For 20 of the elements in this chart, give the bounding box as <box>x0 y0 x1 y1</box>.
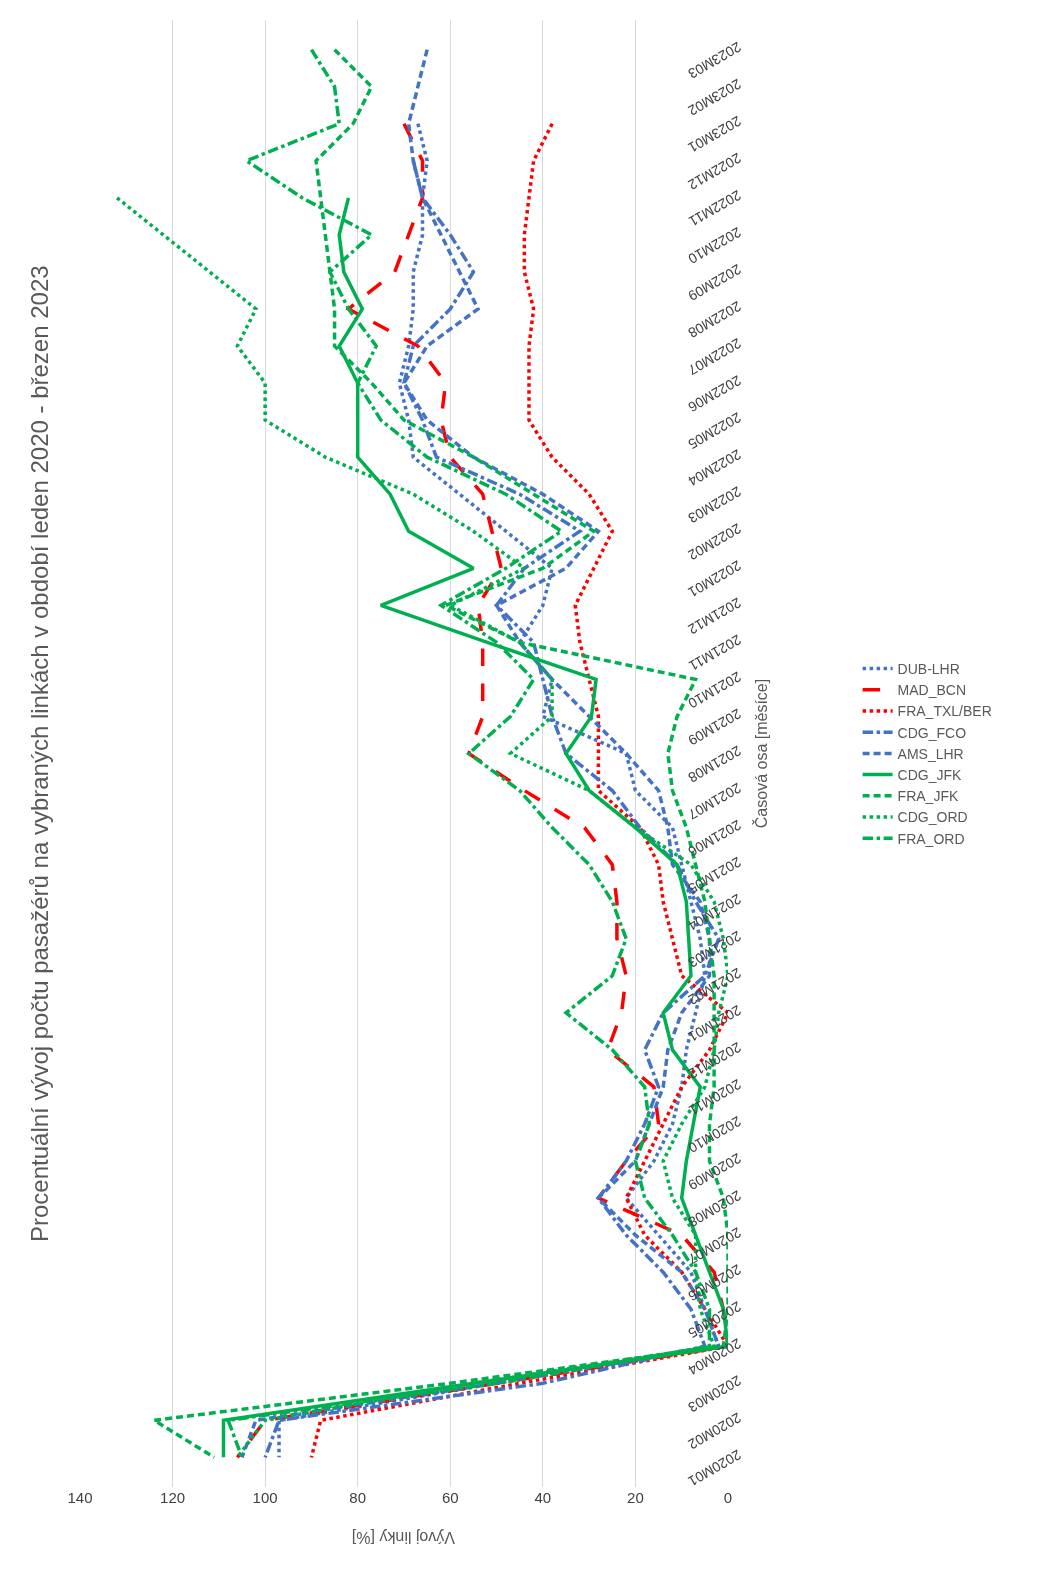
x-tick-label: 80 <box>349 1489 367 1506</box>
x-tick-label: 120 <box>160 1489 186 1506</box>
x-tick-label: 40 <box>534 1489 552 1506</box>
x-tick-label: 100 <box>252 1489 278 1506</box>
x-tick-label: 140 <box>67 1489 93 1506</box>
x-tick-label: 60 <box>441 1489 459 1506</box>
x-tick-label: 20 <box>627 1489 644 1506</box>
legend-label: CDG_FCO <box>897 724 967 741</box>
x-axis-title: Vývoj linky [%] <box>351 1529 455 1546</box>
text: Procentuální vývoj počtu pasažérů na vybraných linkách v období leden 2020 - březen 2023 <box>26 265 53 1242</box>
legend-label: CDG_JFK <box>897 767 963 784</box>
legend-label: DUB-LHR <box>897 661 960 678</box>
x-tick-label: 0 <box>723 1489 733 1506</box>
legend-label: MAD_BCN <box>897 682 967 699</box>
legend-label: FRA_TXL/BER <box>897 703 992 720</box>
legend-label: CDG_ORD <box>897 809 968 826</box>
legend-label: AMS_LHR <box>897 745 964 762</box>
legend-label: FRA_JFK <box>897 788 959 805</box>
y-axis-title: Časová osa [měsíce] <box>751 678 770 829</box>
legend-label: FRA_ORD <box>897 830 965 847</box>
